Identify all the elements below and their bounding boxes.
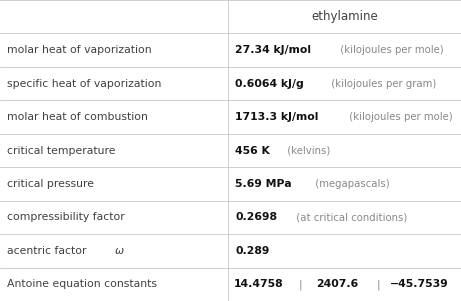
Text: |: | <box>299 279 302 290</box>
Text: 0.6064 kJ/g: 0.6064 kJ/g <box>235 79 304 88</box>
Text: $\mathit{\omega}$: $\mathit{\omega}$ <box>114 246 124 256</box>
Text: 5.69 MPa: 5.69 MPa <box>235 179 292 189</box>
Text: (kilojoules per mole): (kilojoules per mole) <box>337 45 443 55</box>
Text: 14.4758: 14.4758 <box>234 279 283 289</box>
Text: 0.289: 0.289 <box>235 246 270 256</box>
Text: specific heat of vaporization: specific heat of vaporization <box>7 79 161 88</box>
Text: Antoine equation constants: Antoine equation constants <box>7 279 157 289</box>
Text: (kilojoules per gram): (kilojoules per gram) <box>327 79 436 88</box>
Text: critical pressure: critical pressure <box>7 179 94 189</box>
Text: acentric factor: acentric factor <box>7 246 90 256</box>
Text: |: | <box>377 279 380 290</box>
Text: compressibility factor: compressibility factor <box>7 213 124 222</box>
Text: 456 K: 456 K <box>235 145 270 156</box>
Text: (at critical conditions): (at critical conditions) <box>293 213 408 222</box>
Text: 1713.3 kJ/mol: 1713.3 kJ/mol <box>235 112 319 122</box>
Text: −45.7539: −45.7539 <box>390 279 449 289</box>
Text: 2407.6: 2407.6 <box>317 279 359 289</box>
Text: (megapascals): (megapascals) <box>312 179 390 189</box>
Text: 27.34 kJ/mol: 27.34 kJ/mol <box>235 45 311 55</box>
Text: ethylamine: ethylamine <box>311 10 378 23</box>
Text: molar heat of vaporization: molar heat of vaporization <box>7 45 152 55</box>
Text: critical temperature: critical temperature <box>7 145 115 156</box>
Text: 0.2698: 0.2698 <box>235 213 277 222</box>
Text: (kilojoules per mole): (kilojoules per mole) <box>346 112 453 122</box>
Text: molar heat of combustion: molar heat of combustion <box>7 112 148 122</box>
Text: (kelvins): (kelvins) <box>284 145 330 156</box>
